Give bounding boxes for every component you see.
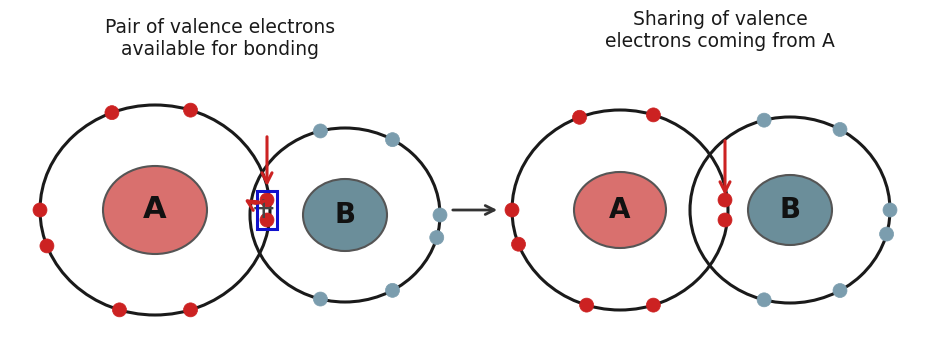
Circle shape xyxy=(757,293,771,307)
Circle shape xyxy=(833,284,847,297)
Text: A: A xyxy=(143,195,166,224)
Circle shape xyxy=(880,227,894,241)
Circle shape xyxy=(385,283,400,297)
Circle shape xyxy=(580,298,594,312)
Circle shape xyxy=(505,203,519,217)
Circle shape xyxy=(718,193,732,207)
Circle shape xyxy=(647,108,661,122)
Text: A: A xyxy=(609,196,631,224)
Circle shape xyxy=(183,303,197,317)
Text: +: + xyxy=(251,195,276,224)
Circle shape xyxy=(183,103,197,117)
Circle shape xyxy=(647,298,661,312)
Ellipse shape xyxy=(303,179,387,251)
Circle shape xyxy=(260,213,274,227)
Circle shape xyxy=(385,133,400,147)
Circle shape xyxy=(39,239,54,253)
Ellipse shape xyxy=(103,166,207,254)
Circle shape xyxy=(883,203,897,217)
Circle shape xyxy=(33,203,47,217)
Circle shape xyxy=(833,122,847,136)
Text: Sharing of valence: Sharing of valence xyxy=(633,10,807,29)
Circle shape xyxy=(430,231,444,245)
Circle shape xyxy=(511,237,525,251)
Circle shape xyxy=(718,213,732,227)
Circle shape xyxy=(313,124,327,138)
Circle shape xyxy=(433,208,447,222)
Circle shape xyxy=(313,292,327,306)
Text: B: B xyxy=(779,196,801,224)
Text: electrons coming from A: electrons coming from A xyxy=(605,32,835,51)
Circle shape xyxy=(757,113,771,127)
Text: available for bonding: available for bonding xyxy=(121,40,319,59)
Text: Pair of valence electrons: Pair of valence electrons xyxy=(105,18,335,37)
Ellipse shape xyxy=(574,172,666,248)
Circle shape xyxy=(105,106,119,120)
Text: B: B xyxy=(335,201,355,229)
FancyArrowPatch shape xyxy=(247,198,270,211)
Circle shape xyxy=(113,303,127,317)
Circle shape xyxy=(572,110,587,124)
Bar xyxy=(257,191,277,229)
Circle shape xyxy=(260,193,274,207)
Ellipse shape xyxy=(748,175,832,245)
